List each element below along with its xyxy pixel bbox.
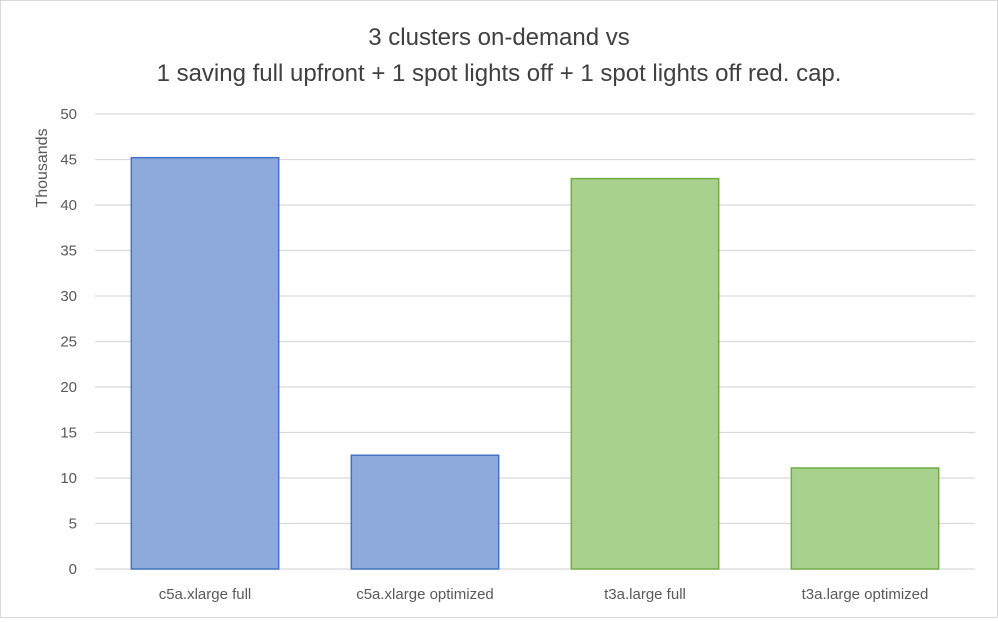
x-tick-labels: c5a.xlarge full c5a.xlarge optimized t3a.l…: [159, 586, 929, 603]
x-tick-label-0: c5a.xlarge full: [159, 586, 252, 603]
y-tick-label-3: 15: [60, 425, 77, 442]
bar-0: [130, 156, 280, 570]
y-tick-label-5: 25: [60, 334, 77, 351]
x-tick-label-3: t3a.large optimized: [802, 586, 929, 603]
y-tick-label-8: 40: [60, 197, 77, 214]
y-tick-label-9: 45: [60, 152, 77, 169]
bars: [130, 156, 940, 570]
x-tick-label-2: t3a.large full: [604, 586, 686, 603]
bar-3: [790, 467, 940, 570]
bar-1: [350, 454, 500, 570]
y-tick-label-7: 35: [60, 243, 77, 260]
y-tick-label-0: 0: [69, 561, 77, 578]
y-tick-label-10: 50: [60, 106, 77, 123]
chart-title-line-1: 3 clusters on-demand vs: [368, 24, 629, 51]
y-tick-labels: 0 5 10 15 20 25 30 35 40 45 50: [60, 106, 77, 578]
y-tick-label-4: 20: [60, 379, 77, 396]
x-tick-label-1: c5a.xlarge optimized: [356, 586, 494, 603]
y-tick-label-2: 10: [60, 470, 77, 487]
y-axis-label: Thousands: [34, 128, 51, 207]
chart-title-line-2: 1 saving full upfront + 1 spot lights of…: [157, 60, 842, 87]
bar-2: [570, 177, 720, 570]
y-tick-label-6: 30: [60, 288, 77, 305]
y-tick-label-1: 5: [69, 516, 77, 533]
